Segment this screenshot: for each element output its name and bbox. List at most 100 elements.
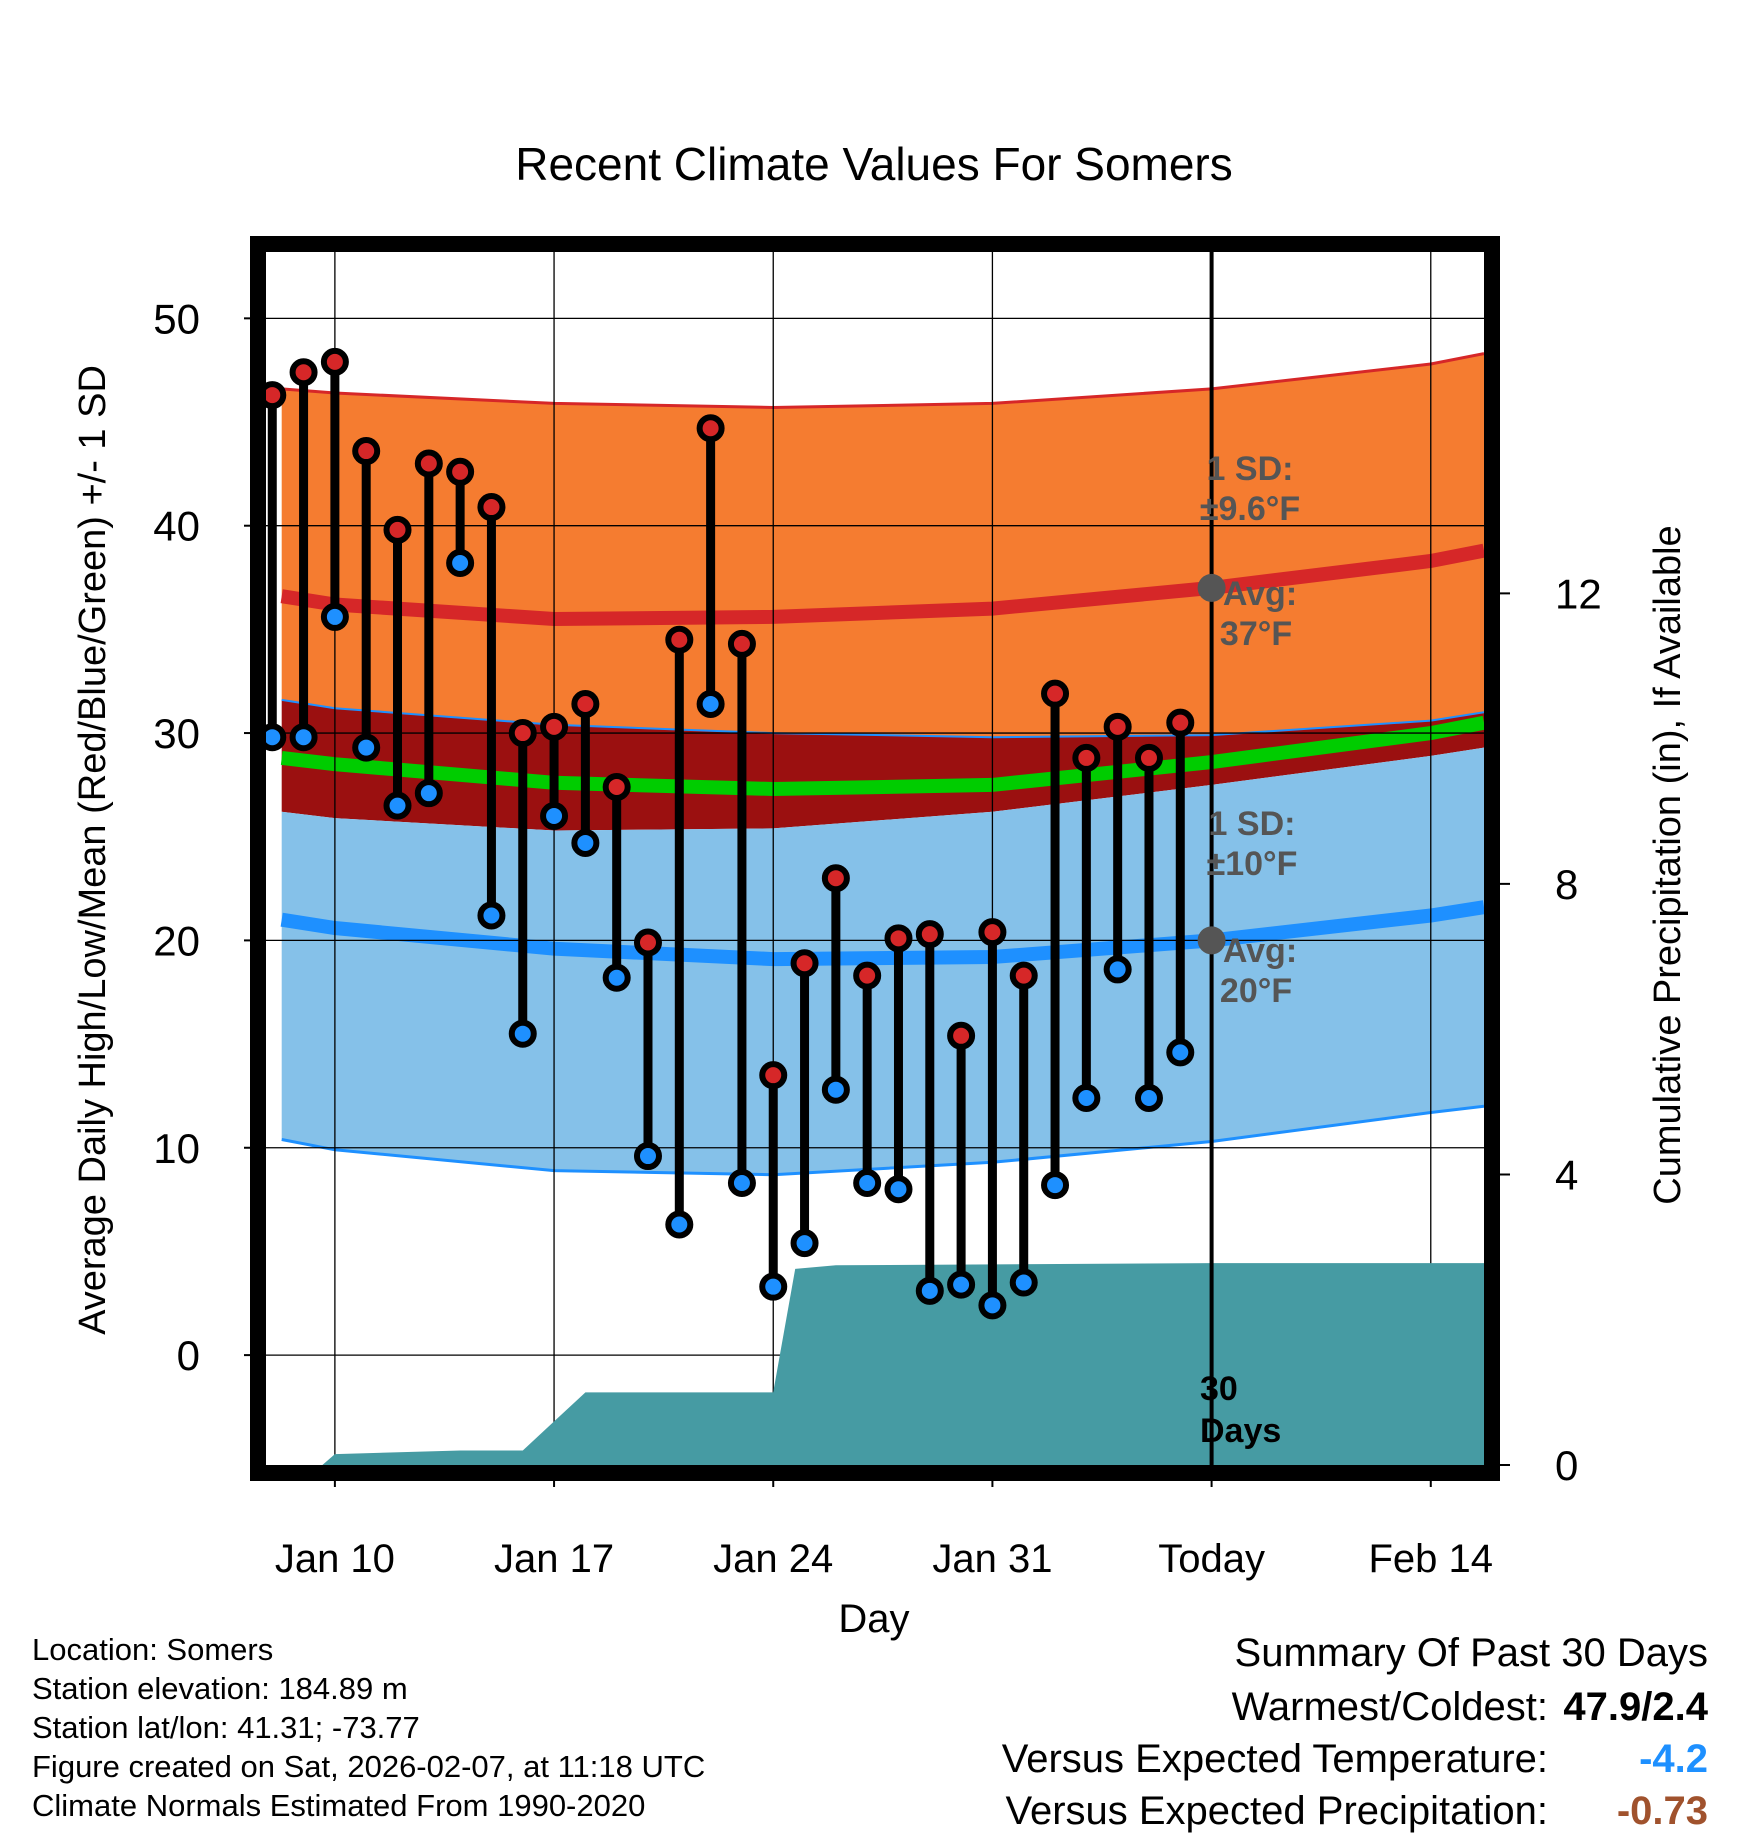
low-marker bbox=[790, 1229, 819, 1258]
high-marker bbox=[978, 918, 1007, 947]
high-sd-label: 1 SD: bbox=[1207, 450, 1294, 488]
high-marker bbox=[602, 772, 631, 801]
y-tick-label: 40 bbox=[153, 503, 200, 550]
mean-line bbox=[280, 715, 1484, 797]
y2-axis-label: Cumulative Precipitation (in), If Availa… bbox=[1647, 525, 1689, 1204]
low-marker bbox=[508, 1019, 537, 1048]
low-marker bbox=[696, 690, 725, 719]
high-marker bbox=[320, 347, 349, 376]
x-tick-label: Jan 31 bbox=[932, 1537, 1052, 1581]
low-sd-value: ±10°F bbox=[1207, 845, 1298, 883]
temp-value: -4.2 bbox=[1639, 1737, 1708, 1781]
low-marker bbox=[320, 602, 349, 631]
precip-row: Versus Expected Precipitation: -0.73 bbox=[1002, 1785, 1708, 1837]
warm-cold-value: 47.9/2.4 bbox=[1563, 1685, 1708, 1729]
low-marker bbox=[665, 1210, 694, 1239]
low-marker bbox=[884, 1175, 913, 1204]
low-marker bbox=[1041, 1171, 1070, 1200]
high-marker bbox=[1134, 743, 1163, 772]
low-marker bbox=[1072, 1083, 1101, 1112]
high-marker bbox=[540, 712, 569, 741]
x-tick-label: Jan 17 bbox=[494, 1537, 614, 1581]
low-marker bbox=[1103, 955, 1132, 984]
low-marker bbox=[446, 549, 475, 578]
low-marker bbox=[915, 1276, 944, 1305]
summary-heading: Summary Of Past 30 Days bbox=[1234, 1631, 1708, 1675]
y-tick-label: 30 bbox=[153, 710, 200, 757]
low-avg-label: Avg: bbox=[1223, 932, 1297, 970]
high-marker bbox=[289, 358, 318, 387]
low-marker bbox=[540, 801, 569, 830]
high-marker bbox=[1166, 708, 1195, 737]
latlon-text: Station lat/lon: 41.31; -73.77 bbox=[32, 1710, 420, 1745]
y2-tick-label: 12 bbox=[1555, 570, 1602, 617]
low-sd-label: 1 SD: bbox=[1209, 805, 1296, 843]
low-marker bbox=[759, 1272, 788, 1301]
high-marker bbox=[759, 1061, 788, 1090]
precip-label: Versus Expected Precipitation: bbox=[1005, 1789, 1548, 1833]
low-avg-line bbox=[280, 900, 1484, 967]
precip-value: -0.73 bbox=[1616, 1789, 1708, 1833]
high-lower-line bbox=[281, 698, 1484, 739]
high-marker bbox=[633, 928, 662, 957]
low-marker bbox=[414, 779, 443, 808]
high-marker bbox=[352, 437, 381, 466]
low-marker bbox=[853, 1169, 882, 1198]
high-upper-line bbox=[281, 352, 1484, 410]
normals-text: Climate Normals Estimated From 1990-2020 bbox=[32, 1788, 646, 1823]
chart-title: Recent Climate Values For Somers bbox=[515, 138, 1233, 190]
high-marker bbox=[947, 1021, 976, 1050]
high-marker bbox=[696, 414, 725, 443]
x-tick-label: Today bbox=[1158, 1537, 1265, 1581]
temp-row: Versus Expected Temperature: -4.2 bbox=[1002, 1733, 1708, 1785]
warm-cold-row: Warmest/Coldest: 47.9/2.4 bbox=[1002, 1681, 1708, 1733]
high-marker bbox=[414, 449, 443, 478]
high-marker bbox=[884, 924, 913, 953]
high-marker bbox=[446, 457, 475, 486]
high-marker bbox=[477, 493, 506, 522]
high-avg-label: Avg: bbox=[1223, 575, 1297, 613]
station-info: Location: Somers Station elevation: 184.… bbox=[32, 1630, 705, 1825]
low-lower-line bbox=[281, 1104, 1484, 1177]
y-tick-label: 0 bbox=[177, 1332, 200, 1379]
y-axis-label: Average Daily High/Low/Mean (Red/Blue/Gr… bbox=[72, 365, 114, 1335]
low-marker bbox=[1009, 1268, 1038, 1297]
days-label: Days bbox=[1200, 1412, 1281, 1450]
high-marker bbox=[853, 961, 882, 990]
y-tick-label: 20 bbox=[153, 917, 200, 964]
high-marker bbox=[821, 864, 850, 893]
low-marker bbox=[633, 1142, 662, 1171]
high-marker bbox=[1103, 712, 1132, 741]
plot-frame bbox=[250, 236, 1500, 1481]
x-tick-label: Feb 14 bbox=[1369, 1537, 1494, 1581]
y2-tick-label: 0 bbox=[1555, 1442, 1578, 1489]
y2-tick-label: 4 bbox=[1555, 1151, 1578, 1198]
created-text: Figure created on Sat, 2026-02-07, at 11… bbox=[32, 1749, 706, 1784]
low-marker bbox=[947, 1270, 976, 1299]
warm-cold-label: Warmest/Coldest: bbox=[1231, 1685, 1548, 1729]
high-marker bbox=[915, 920, 944, 949]
low-marker bbox=[821, 1075, 850, 1104]
high-marker bbox=[508, 719, 537, 748]
low-marker bbox=[289, 723, 318, 752]
low-marker bbox=[383, 791, 412, 820]
high-avg-dot bbox=[1197, 573, 1226, 602]
high-marker bbox=[665, 625, 694, 654]
days-count: 30 bbox=[1200, 1370, 1238, 1408]
location-text: Location: Somers bbox=[32, 1632, 274, 1667]
x-axis-label: Day bbox=[838, 1597, 909, 1641]
low-marker bbox=[978, 1291, 1007, 1320]
high-sd-value: ±9.6°F bbox=[1200, 490, 1300, 528]
high-marker bbox=[1009, 961, 1038, 990]
summary-panel: Summary Of Past 30 Days Warmest/Coldest:… bbox=[1002, 1625, 1708, 1837]
low-marker bbox=[602, 963, 631, 992]
high-marker bbox=[383, 515, 412, 544]
low-marker bbox=[1166, 1038, 1195, 1067]
y-tick-label: 50 bbox=[153, 295, 200, 342]
high-sd-band bbox=[281, 353, 1484, 738]
high-marker bbox=[727, 629, 756, 658]
low-marker bbox=[477, 901, 506, 930]
x-tick-label: Jan 24 bbox=[713, 1537, 833, 1581]
high-marker bbox=[1072, 743, 1101, 772]
